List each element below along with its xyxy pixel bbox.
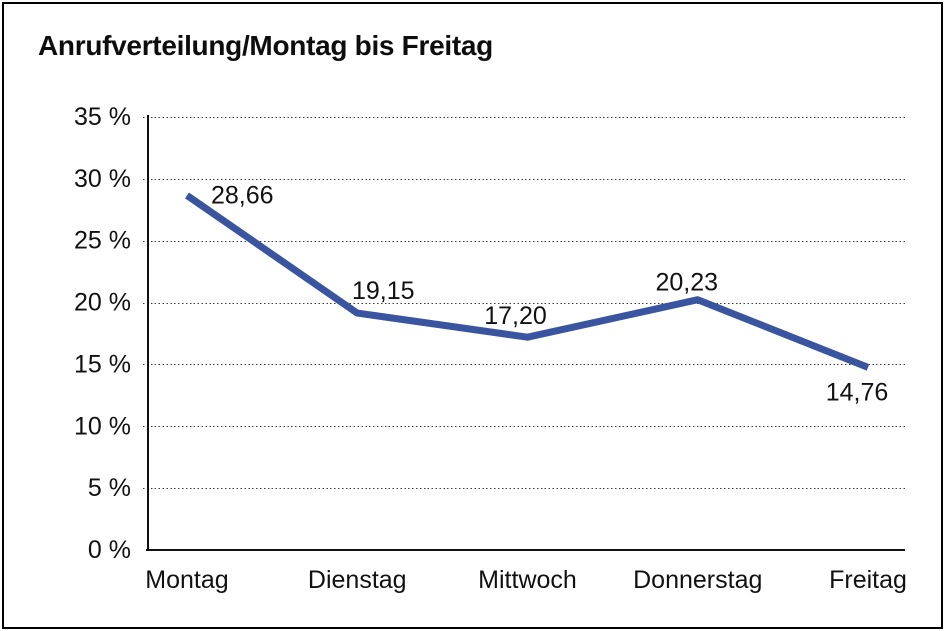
y-tick-label: 30 % bbox=[74, 165, 131, 193]
data-line bbox=[185, 192, 870, 371]
y-tick-label: 25 % bbox=[74, 227, 131, 255]
x-category-label: Mittwoch bbox=[478, 566, 577, 594]
data-point-label: 20,23 bbox=[655, 269, 718, 297]
y-tick-label: 10 % bbox=[74, 412, 131, 440]
y-tick-label: 5 % bbox=[88, 474, 131, 502]
data-point-label: 19,15 bbox=[352, 277, 415, 305]
page-title: Anrufverteilung/Montag bis Freitag bbox=[38, 30, 493, 61]
y-tick-label: 0 % bbox=[88, 536, 131, 564]
data-point-label: 28,66 bbox=[211, 181, 274, 209]
x-category-label: Montag bbox=[145, 566, 228, 594]
x-category-label: Dienstag bbox=[308, 566, 407, 594]
y-tick-label: 20 % bbox=[74, 289, 131, 317]
data-point-label: 14,76 bbox=[826, 378, 889, 406]
data-point-label: 17,20 bbox=[484, 302, 547, 330]
y-tick-label: 15 % bbox=[74, 350, 131, 378]
y-tick-label: 35 % bbox=[74, 103, 131, 131]
x-category-label: Donnerstag bbox=[633, 566, 762, 594]
x-category-label: Freitag bbox=[829, 566, 907, 594]
